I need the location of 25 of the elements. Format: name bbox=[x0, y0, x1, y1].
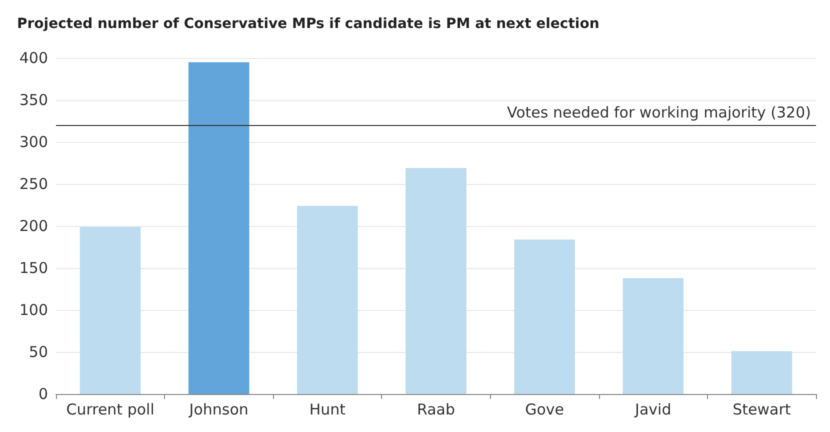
y-tick-label: 300 bbox=[19, 133, 48, 151]
x-tick-label: Javid bbox=[634, 400, 672, 418]
bar bbox=[188, 62, 250, 394]
x-tick-label: Johnson bbox=[188, 400, 248, 418]
bar bbox=[622, 278, 684, 394]
y-tick-label: 150 bbox=[19, 259, 48, 277]
x-tick-label: Stewart bbox=[732, 400, 791, 418]
x-tick-label: Gove bbox=[525, 400, 564, 418]
bar bbox=[731, 351, 792, 394]
y-tick-label: 100 bbox=[19, 301, 48, 319]
y-tick-label: 250 bbox=[19, 175, 48, 193]
ref-line-label: Votes needed for working majority (320) bbox=[507, 104, 811, 122]
x-tick-label: Hunt bbox=[309, 400, 346, 418]
x-tick-label: Current poll bbox=[66, 400, 154, 418]
chart-title: Projected number of Conservative MPs if candidate is PM at next election bbox=[17, 16, 600, 32]
bar bbox=[514, 239, 575, 394]
y-tick-label: 50 bbox=[28, 343, 48, 361]
bar bbox=[297, 206, 358, 394]
x-tick-label: Raab bbox=[417, 400, 455, 418]
y-tick-label: 0 bbox=[38, 385, 48, 403]
y-tick-label: 200 bbox=[19, 217, 48, 235]
y-tick-label: 400 bbox=[19, 49, 48, 67]
bar bbox=[80, 226, 141, 394]
bar bbox=[406, 168, 466, 394]
y-tick-label: 350 bbox=[19, 91, 48, 109]
